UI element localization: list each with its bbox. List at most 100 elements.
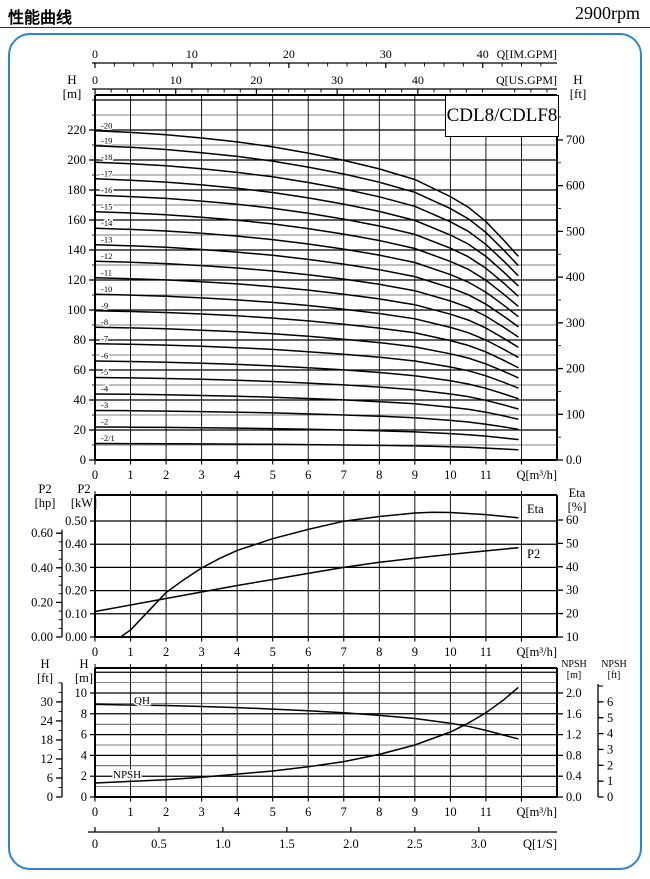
ls-tick-label: 1.5 [279, 837, 295, 851]
curve-p2 [94, 546, 519, 613]
h-m-unit: [m] [75, 671, 93, 685]
gpm-tick-label: 0 [92, 73, 98, 87]
power-chart-borders [94, 494, 558, 638]
eta-tick-label: 20 [566, 607, 579, 621]
x-tick-label: 11 [480, 468, 492, 482]
x-tick-label: 6 [305, 468, 311, 482]
h-ft-tick-label: 400 [566, 270, 585, 284]
p2-kw-tick-label: 0.50 [65, 514, 87, 528]
p2-kw-tick-label: 0.10 [65, 607, 87, 621]
gpm-tick-label: 40 [477, 47, 489, 61]
x-tick-label: 5 [270, 468, 276, 482]
ls-tick-label: 0 [92, 837, 98, 851]
npsh-chart-borders [94, 667, 558, 798]
qh-curve-label: QH [134, 695, 150, 707]
ls-tick-label: 3.0 [471, 837, 487, 851]
stage-curve-label: -14 [101, 218, 113, 228]
im-gpm-axis-title: Q[IM.GPM] [497, 47, 557, 61]
page-title: 性能曲线 [8, 8, 73, 27]
stage-curve-label: -20 [101, 120, 112, 130]
us-gpm-axis-title: Q[US.GPM] [496, 73, 557, 87]
npsh-m-axis: NPSH[m] 0.0 0.4 0.8 1.2 1.6 2.0 [557, 659, 587, 804]
h-ft-tick-label: 700 [566, 133, 585, 147]
eta-tick-label: 30 [566, 583, 579, 597]
gpm-tick-label: 20 [250, 73, 262, 87]
x-tick-label: 10 [444, 645, 457, 659]
stage-curves: -2/1 -2 -3 -4 -5 -6 -7 -8 -9 -10 -11 -12 -13 -14 -15 -1… [94, 119, 519, 451]
gpm-tick-label: 10 [170, 73, 182, 87]
h-m-tick-label: 100 [67, 303, 86, 317]
eta-curve-label: Eta [527, 502, 544, 516]
p2-kw-tick-label: 0.40 [65, 537, 87, 551]
eta-tick-label: 10 [566, 630, 579, 644]
stage-curve-20 [94, 130, 519, 257]
stage-curve-10 [94, 293, 519, 358]
stage-curve-13 [94, 244, 519, 328]
npsh-m-tick-label: 0.4 [566, 769, 582, 783]
p2-hp-axis: P2[hp] 0.00 0.20 0.40 0.60 [31, 482, 63, 644]
npsh-m-unit: [m] [567, 670, 581, 681]
h-ft-unit: [ft] [37, 671, 53, 685]
h-ft-tick-label: 0 [47, 790, 53, 804]
h-m-tick-label: 80 [74, 333, 87, 347]
h-m-tick-label: 0 [80, 453, 86, 467]
x-tick-label: 1 [127, 468, 133, 482]
p2-hp-tick-label: 0.00 [31, 630, 53, 644]
x-tick-label: 8 [376, 805, 382, 819]
gpm-tick-label: 30 [331, 73, 343, 87]
h-m-axis-sym: H [67, 72, 76, 87]
npsh-x-axis: 0 1 2 3 4 5 6 7 8 9 10 11 Q[m³/h] [92, 797, 557, 819]
stage-curve-3 [94, 409, 519, 431]
p2-hp-sym: P2 [38, 482, 51, 496]
x-tick-label: 4 [234, 468, 241, 482]
h-ft-tick-label: 30 [41, 695, 54, 709]
stage-curve-15 [94, 211, 519, 307]
h-ft-tick-label: 500 [566, 224, 585, 238]
h-m-tick-label: 120 [67, 273, 86, 287]
h-m-axis-3: H[m] 0 2 4 6 8 10 [75, 657, 95, 804]
ls-tick-label: 2.5 [407, 837, 423, 851]
h-m-tick-label: 160 [67, 213, 86, 227]
h-m-tick-label: 200 [67, 153, 86, 167]
p2-kw-unit: [kW] [71, 496, 97, 510]
npsh-ft-tick-label: 0 [607, 790, 613, 804]
ls-tick-label: 2.0 [343, 837, 359, 851]
stage-curve-9 [94, 310, 519, 369]
h-ft-tick-label: 300 [566, 316, 585, 330]
x-tick-label: 2 [163, 468, 169, 482]
stage-curve-label: -19 [101, 135, 112, 145]
h-ft-axis-sym: H [573, 72, 582, 87]
npsh-ft-tick-label: 4 [607, 727, 614, 741]
stage-curve-label: -17 [101, 168, 112, 178]
npsh-ft-tick-label: 1 [607, 774, 613, 788]
x-tick-label: 1 [127, 805, 133, 819]
x-tick-label: 4 [234, 645, 241, 659]
x-tick-label: 9 [412, 805, 418, 819]
eta-tick-label: 40 [566, 560, 579, 574]
x-tick-label: 2 [163, 645, 169, 659]
power-chart: P2[kW]0.000.100.200.300.400.50P2[hp]0.00… [31, 482, 586, 659]
h-ft-axis-3: H[ft] 0 6 12 18 24 30 [37, 657, 63, 804]
npsh-ft-axis: NPSH[ft] 0 1 2 34 5 6 [597, 659, 627, 804]
h-m-tick-label: 10 [75, 686, 88, 700]
stage-curve-label: -7 [101, 333, 108, 343]
stage-curve-4 [94, 393, 519, 420]
x-tick-label: 5 [270, 805, 276, 819]
curve-eta [119, 511, 519, 638]
stage-curve-label: -9 [101, 300, 108, 310]
stage-curve-label: -2/1 [101, 433, 115, 443]
p2-curve-label: P2 [527, 547, 540, 561]
h-m-tick-label: 4 [81, 748, 88, 762]
ls-axis: 0 0.5 1.0 1.5 2.0 2.5 3.0 Q[1/S] [88, 827, 557, 851]
npsh-curve-label: NPSH [113, 769, 141, 781]
stage-curve-6 [94, 360, 519, 400]
ls-axis-title: Q[1/S] [523, 837, 557, 851]
stage-curve-label: -3 [101, 400, 108, 410]
gpm-tick-label: 0 [92, 47, 98, 61]
npsh-chart-grid [95, 668, 557, 797]
header-rule [0, 27, 650, 28]
x-tick-label: 10 [444, 468, 457, 482]
npsh-chart: H[m]0246810H[ft]0612182430NPSH[m]0.00.40… [37, 657, 627, 851]
npsh-m-tick-label: 2.0 [566, 686, 582, 700]
